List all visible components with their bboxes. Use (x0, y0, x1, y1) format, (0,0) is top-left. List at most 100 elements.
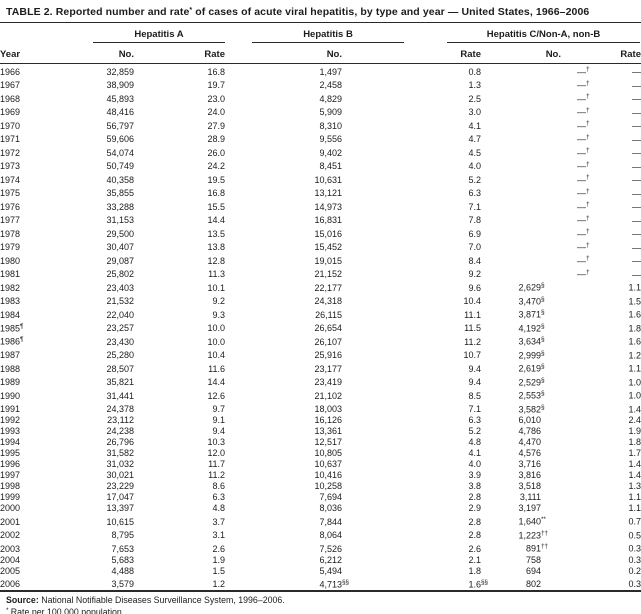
cell-hepA-rate: 14.4 (207, 215, 225, 225)
cell-hepB-rate: 7.1 (468, 404, 481, 414)
table-row-2003: 2003 7,653 2.6 7,526 2.6 891†† 0.3†† (0, 541, 641, 555)
cell-hepA-rate: 10.0 (207, 336, 225, 347)
cell-hepC-rate: 1.0§ (628, 377, 641, 387)
table-row-1971: 1971 59,606 28.9 9,556 4.7 —† —† (0, 132, 641, 146)
cell-hepA-rate: 16.8 (207, 188, 225, 198)
cell-hepA-no: 38,909 (106, 80, 134, 90)
cell-hepC-no: 3,197 (518, 503, 541, 513)
cell-hepB-no: 10,637 (314, 459, 342, 469)
cell-hepC-rate: 0.5†† (628, 530, 641, 540)
cell-hepB-no: 19,015 (314, 255, 342, 266)
cell-hepC-rate: —† (632, 134, 641, 144)
column-header-hepC-no: No. (481, 43, 561, 64)
cell-hepB-rate: 4.0 (468, 161, 481, 171)
cell-hepC-no: 4,576 (518, 448, 541, 458)
cell-hepA-no: 5,683 (111, 554, 134, 565)
cell-hepC-no: 2,999§ (518, 349, 545, 361)
cell-hepA-no: 31,153 (106, 215, 134, 225)
cell-hepC-no: —† (577, 106, 590, 118)
cell-hepB-no: 10,258 (314, 481, 342, 491)
cell-hepC-rate: —† (632, 174, 641, 185)
cell-hepA-no: 21,532 (106, 296, 134, 306)
cell-hepA-no: 29,500 (106, 228, 134, 239)
cell-hepA-rate: 6.3 (212, 492, 225, 502)
table-row-1998: 1998 23,229 8.6 10,258 3.8 3,518 1.3 (0, 481, 641, 492)
cell-hepA-rate: 13.5 (207, 228, 225, 239)
cell-hepB-rate: 3.9 (468, 470, 481, 480)
cell-hepC-rate: —† (632, 120, 641, 131)
cell-hepA-rate: 9.3 (212, 309, 225, 320)
cell-hepA-rate: 15.5 (207, 201, 225, 212)
cell-hepA-rate: 1.2 (212, 579, 225, 589)
cell-hepA-no: 13,397 (106, 503, 134, 513)
cell-hepB-rate: 1.8 (468, 565, 481, 576)
cell-hepA-rate: 16.8 (207, 66, 225, 77)
cell-hepB-no: 12,517 (314, 437, 342, 447)
cell-hepC-no: 3,518 (518, 481, 541, 491)
column-header-hepC-rate: Rate (541, 43, 641, 64)
cell-hepA-rate: 1.9 (212, 554, 225, 565)
cell-hepB-rate: 0.8 (468, 66, 481, 77)
cell-hepB-no: 16,126 (314, 415, 342, 425)
cell-hepB-no: 9,556 (319, 134, 342, 144)
table-row-1973: 1973 50,749 24.2 8,451 4.0 —† —† (0, 159, 641, 173)
cell-hepA-no: 48,416 (106, 107, 134, 117)
cell-year: 2000 (0, 503, 21, 513)
source-line: Source: National Notifiable Diseases Sur… (6, 595, 635, 606)
cell-hepA-rate: 11.6 (208, 363, 225, 374)
table-row-1981: 1981 25,802 11.3 21,152 9.2 —† —† (0, 267, 641, 281)
cell-year: 1998 (0, 481, 21, 491)
cell-hepC-no: 3,871§ (518, 309, 545, 320)
table-body: 1966 32,859 16.8 1,497 0.8 —† —† 1967 38,909 19.7… (0, 64, 641, 591)
cell-hepC-no: 3,470§ (518, 295, 545, 307)
cell-hepA-no: 50,749 (106, 161, 134, 171)
cell-year: 1991 (0, 404, 21, 414)
table-title-pre: TABLE 2. Reported number and rate (6, 6, 190, 18)
cell-hepC-rate: —† (632, 66, 641, 77)
cell-hepC-no: —† (577, 147, 590, 158)
cell-hepC-rate: 1.7 (628, 448, 641, 458)
cell-hepA-no: 40,358 (106, 174, 134, 185)
cell-hepC-no: 3,716 (518, 459, 541, 469)
cell-hepC-no: 758 (525, 554, 541, 565)
cell-hepA-no: 32,859 (106, 66, 134, 77)
cell-hepC-rate: —† (632, 255, 641, 266)
cell-year: 2002 (0, 530, 21, 540)
cell-hepC-no: 802 (525, 579, 541, 589)
cell-hepB-rate: 3.8 (468, 481, 481, 491)
cell-hepA-no: 30,021 (106, 470, 134, 480)
cell-hepC-no: —† (577, 228, 590, 239)
cell-hepC-no: —† (577, 187, 590, 199)
column-header-hepB-no: No. (225, 43, 342, 64)
cell-hepC-rate: 1.8 (628, 437, 641, 447)
cell-hepB-no: 5,909 (319, 107, 342, 117)
cell-hepB-no: 6,212 (319, 554, 342, 565)
cell-hepA-no: 56,797 (106, 120, 134, 131)
cell-hepB-rate: 4.0 (468, 459, 481, 469)
cell-hepA-rate: 14.4 (207, 377, 225, 387)
cell-hepB-rate: 3.0 (468, 107, 481, 117)
cell-hepA-no: 26,796 (106, 437, 134, 447)
table-row-1999: 1999 17,047 6.3 7,694 2.8 3,111 1.1 (0, 492, 641, 503)
cell-hepB-rate: 2.1 (468, 554, 481, 565)
column-header-hepA-no: No. (75, 43, 134, 64)
cell-hepB-no: 15,452 (314, 242, 342, 252)
column-header-hepB-rate: Rate (342, 43, 481, 64)
cell-year: 1978 (0, 228, 21, 239)
cell-hepB-no: 13,121 (314, 188, 342, 198)
footnote-item: * Rate per 100,000 population. (6, 606, 635, 614)
cell-hepC-rate: 1.1§ (628, 282, 641, 293)
cell-hepB-no: 25,916 (314, 350, 342, 360)
cell-year: 1976 (0, 201, 21, 212)
cell-hepB-rate: 4.5 (468, 147, 481, 158)
cell-hepB-rate: 9.4 (468, 377, 481, 387)
cell-hepA-no: 28,507 (106, 363, 134, 374)
cell-hepC-no: 4,786 (518, 426, 541, 436)
cell-year: 1982 (0, 282, 21, 293)
cell-year: 1987 (0, 350, 21, 360)
cell-hepC-no: —† (577, 201, 590, 212)
cell-hepA-rate: 19.7 (207, 80, 225, 90)
cell-hepA-no: 23,430 (106, 336, 134, 347)
cell-hepA-rate: 3.7 (212, 516, 225, 527)
cell-year: 1968 (0, 93, 21, 104)
